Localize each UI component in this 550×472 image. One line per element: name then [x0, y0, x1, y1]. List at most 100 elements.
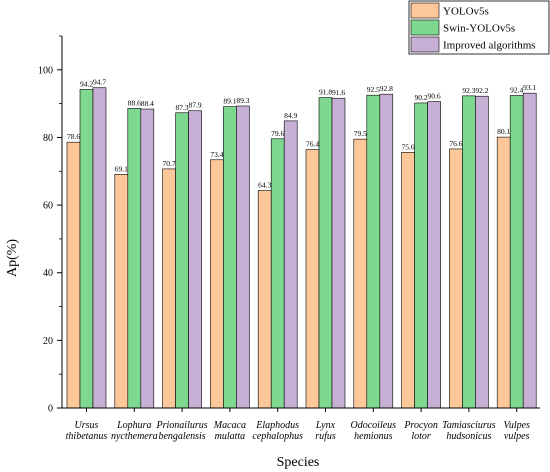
x-tick-label-line: Lynx	[315, 420, 336, 431]
data-label: 87.3	[176, 103, 189, 112]
bar-yolov5s-9	[496, 136, 511, 409]
x-tick-label-line: Vulpes	[503, 420, 530, 431]
x-tick-label: Odocoileus hemionus	[351, 420, 397, 442]
x-tick-label-line: hemionus	[354, 431, 392, 442]
bar-yolov5s-8	[449, 148, 463, 409]
data-label: 91.6	[332, 88, 345, 97]
bar-improved-algorithms-5	[331, 97, 346, 409]
legend-swatch	[410, 2, 440, 19]
x-tick-label: Elaphodus cephalophus	[252, 420, 303, 442]
data-label: 94.2	[80, 79, 93, 88]
y-tick-label: 100	[38, 65, 53, 76]
bar-improved-algorithms-8	[475, 95, 489, 409]
legend-label: Swin-YOLOv5s	[443, 23, 515, 35]
data-label: 92.3	[462, 86, 475, 95]
data-label: 73.4	[210, 150, 223, 159]
legend-swatch	[410, 19, 440, 36]
x-tick-label-line: Ursus	[75, 420, 99, 431]
data-label: 94.7	[93, 78, 106, 87]
bar-improved-algorithms-7	[427, 101, 441, 409]
x-tick-label: Macaca mulatta	[213, 420, 246, 442]
data-label: 78.6	[67, 132, 80, 141]
bar-yolov5s-0	[66, 141, 81, 409]
data-label: 92.5	[367, 85, 380, 94]
x-tick-label: Prionailurus bengalensis	[156, 420, 208, 442]
bar-swin-yolov5s-6	[366, 94, 381, 409]
x-tick-label-line: rufus	[315, 431, 336, 442]
bar-yolov5s-1	[114, 174, 129, 409]
bar-improved-algorithms-2	[188, 110, 202, 409]
data-label: 79.6	[271, 129, 284, 138]
data-label: 69.1	[115, 164, 128, 173]
x-tick-label-line: vulpes	[504, 431, 530, 442]
legend-swatch	[410, 36, 440, 53]
bar-improved-algorithms-3	[236, 105, 250, 409]
data-label: 75.6	[402, 142, 415, 151]
x-tick-label: Vulpes vulpes	[503, 420, 530, 442]
data-label: 80.1	[497, 127, 510, 136]
x-tick-label-line: lotor	[411, 431, 431, 442]
x-tick-label-line: Odocoileus	[351, 420, 397, 431]
x-tick-label-line: Prionailurus	[156, 420, 208, 431]
bar-improved-algorithms-9	[522, 92, 537, 409]
data-label: 91.8	[319, 88, 332, 97]
data-label: 92.2	[475, 86, 488, 95]
data-labels-group: 78.6 94.2 94.7 69.1 88.6 88.4 70.7 87.3 87.9 73.4…	[67, 78, 537, 190]
x-tick-label-line: mulatta	[215, 431, 246, 442]
bar-yolov5s-5	[305, 149, 320, 409]
y-tick-label: 60	[43, 201, 53, 212]
data-label: 89.1	[223, 97, 236, 106]
bar-yolov5s-7	[401, 152, 415, 409]
bar-improved-algorithms-1	[140, 108, 155, 409]
bar-swin-yolov5s-4	[270, 138, 285, 409]
legend-label: YOLOv5s	[443, 6, 489, 18]
x-tick-label-line: Elaphodus	[255, 420, 299, 431]
y-tick-label: 40	[43, 268, 53, 279]
data-label: 64.3	[258, 181, 271, 190]
x-tick-label-line: Macaca	[213, 420, 246, 431]
y-axis-label: Ap(%)	[5, 239, 20, 277]
bar-swin-yolov5s-2	[175, 112, 189, 409]
bar-improved-algorithms-0	[92, 87, 107, 409]
bar-yolov5s-2	[162, 168, 176, 409]
data-label: 92.4	[510, 86, 523, 95]
bar-swin-yolov5s-0	[79, 89, 94, 409]
x-tick-label: Lynx rufus	[315, 420, 336, 442]
x-tick-label: Ursus thibetanus	[66, 420, 108, 442]
x-tick-label-line: Lophura	[116, 420, 151, 431]
x-tick-label: Tamiasciurus hudsonicus	[442, 420, 496, 442]
data-label: 87.9	[189, 101, 202, 110]
y-tick-label: 80	[43, 133, 53, 144]
x-tick-label-line: Procyon	[403, 420, 438, 431]
data-label: 90.2	[415, 93, 428, 102]
x-tick-label-line: Tamiasciurus	[442, 420, 496, 431]
bar-swin-yolov5s-8	[462, 95, 476, 409]
data-label: 79.5	[354, 129, 367, 138]
bar-swin-yolov5s-1	[127, 108, 142, 409]
x-tick-label-line: cephalophus	[252, 431, 303, 442]
bar-swin-yolov5s-3	[223, 106, 237, 409]
bar-improved-algorithms-4	[283, 120, 298, 409]
x-tick-label-line: bengalensis	[158, 431, 205, 442]
x-tick-label: Procyon lotor	[403, 420, 438, 442]
data-label: 84.9	[284, 111, 297, 120]
data-label: 93.1	[523, 83, 536, 92]
bar-yolov5s-6	[353, 138, 368, 409]
data-label: 76.4	[306, 140, 319, 149]
legend: YOLOv5s Swin-YOLOv5s Improved algorithms	[408, 0, 550, 55]
x-tick-label-line: thibetanus	[66, 431, 108, 442]
data-label: 88.6	[128, 98, 141, 107]
legend-label: Improved algorithms	[443, 40, 536, 52]
data-label: 88.4	[141, 99, 154, 108]
bar-swin-yolov5s-7	[414, 102, 428, 409]
bar-swin-yolov5s-9	[509, 95, 524, 409]
x-tick-label: Lophura nycthemera	[111, 420, 158, 442]
data-label: 90.6	[428, 92, 441, 101]
x-tick-label-line: nycthemera	[111, 431, 158, 442]
x-tick-label-line: hudsonicus	[446, 431, 491, 442]
data-label: 89.3	[236, 96, 249, 105]
bar-yolov5s-4	[257, 190, 272, 409]
data-label: 76.6	[449, 139, 462, 148]
